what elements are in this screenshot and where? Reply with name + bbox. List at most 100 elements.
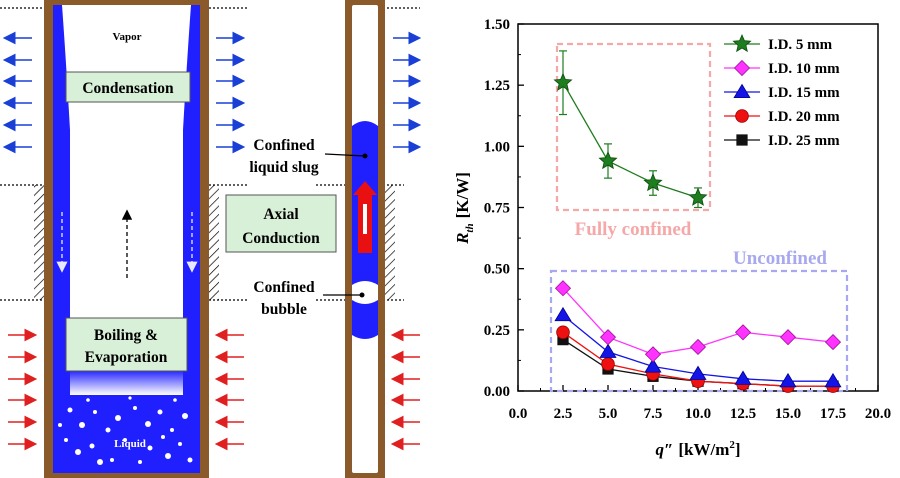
y-tick-label: 1.50: [484, 17, 510, 33]
liquid-pool: [53, 395, 200, 473]
insulation-right: [209, 185, 219, 300]
legend-marker: [733, 59, 751, 77]
x-tick-label: 20.0: [865, 406, 891, 422]
legend-marker: [735, 109, 749, 123]
data-point: [644, 346, 662, 363]
bubble: [173, 398, 177, 402]
fully-confined-label: Fully confined: [575, 219, 692, 240]
data-point: [779, 329, 797, 346]
axis-ticks: 0.0 2.5 5.0 7.5 10.0 12.5 15.0 17.5 20.0 0.00 0.25…: [484, 17, 891, 422]
legend-label: I.D. 10 mm: [768, 61, 840, 77]
liquid-vapor-gradient: [70, 370, 183, 395]
bubble-label-line1: Confined: [253, 279, 315, 296]
liquid-label: Liquid: [114, 438, 146, 450]
panel-middle-tube: Confined liquid slug Axial Conduction Co…: [225, 0, 422, 478]
series-circle: [556, 325, 840, 393]
boiling-box: [65, 317, 188, 372]
slug-label-line1: Confined: [253, 137, 315, 154]
unconfined-label: Unconfined: [733, 248, 827, 269]
bubble: [133, 406, 137, 410]
bubble-label-line2: bubble: [261, 301, 307, 318]
data-point: [554, 306, 572, 322]
x-tick-label: 7.5: [644, 406, 663, 422]
y-tick-label: 0.25: [484, 323, 510, 339]
legend-marker: [736, 134, 748, 146]
bubble: [97, 459, 103, 465]
fully-confined-region: [555, 42, 712, 212]
data-point: [554, 280, 572, 297]
legend-marker: [732, 33, 752, 53]
insulation-right-mid: [385, 185, 395, 300]
bubble: [170, 428, 174, 432]
heat-flux-arrows-middle: [390, 31, 422, 451]
slug-leader-line: [324, 153, 366, 157]
data-point: [599, 329, 617, 346]
data-point: [779, 372, 797, 388]
y-tick-label: 1.25: [484, 78, 510, 94]
data-point: [688, 187, 708, 206]
x-tick-label: 17.5: [820, 406, 846, 422]
bubble: [123, 438, 127, 442]
bubble: [67, 407, 73, 413]
liquid-slug-lower: [352, 300, 378, 339]
x-tick-label: 0.0: [509, 406, 528, 422]
unconfined-region: [549, 269, 849, 393]
bubble: [58, 423, 62, 427]
data-point: [644, 358, 662, 373]
data-point: [557, 333, 569, 346]
bubble: [110, 458, 114, 462]
legend-label: I.D. 5 mm: [768, 37, 833, 53]
x-tick-label: 5.0: [599, 406, 618, 422]
x-tick-label: 15.0: [775, 406, 801, 422]
axial-label-line2: Conduction: [242, 230, 320, 247]
bubble: [79, 422, 85, 428]
data-point: [689, 365, 707, 380]
data-point: [601, 357, 615, 371]
legend-label: I.D. 25 mm: [768, 133, 840, 149]
data-point: [598, 150, 618, 170]
series-diamond: [554, 280, 842, 363]
bubble: [128, 396, 132, 400]
bubble: [105, 427, 111, 433]
vapor-label: Vapor: [113, 31, 142, 43]
condensation-label: Condensation: [82, 80, 174, 97]
x-tick-label: 12.5: [730, 406, 756, 422]
data-point: [643, 172, 663, 192]
series-star: [553, 50, 708, 209]
bubble: [187, 457, 193, 463]
y-axis-label: Rth[K/W]: [453, 172, 476, 245]
bubble: [138, 460, 142, 464]
x-tick-label: 2.5: [554, 406, 573, 422]
bubble: [89, 443, 95, 449]
bubble: [178, 442, 182, 446]
data-point: [824, 372, 842, 388]
x-axis-label: q″ [kW/m2]: [655, 439, 740, 459]
y-tick-label: 0.75: [484, 201, 510, 217]
bubble: [145, 421, 151, 427]
panel-left-tube: Vapor Condensation Boiling & Evaporation…: [0, 0, 248, 478]
bubble: [93, 410, 97, 414]
thermal-resistance-chart: 0.0 2.5 5.0 7.5 10.0 12.5 15.0 17.5 20.0 0.00 0.25…: [453, 17, 891, 459]
legend: I.D. 5 mm I.D. 10 mm I.D. 15 mm I.D. 20 mm I…: [724, 33, 840, 149]
boiling-label-line1: Boiling &: [94, 327, 158, 344]
boiling-label-line2: Evaporation: [85, 349, 168, 366]
condensation-box: [65, 71, 191, 103]
bubble: [147, 445, 153, 451]
axial-label-line1: Axial: [263, 206, 299, 223]
axial-conduction-box: [225, 194, 337, 253]
region-annotations: Fully confined Unconfined: [549, 42, 849, 393]
y-tick-label: 1.00: [484, 139, 510, 155]
legend-marker: [733, 83, 751, 99]
series-triangle: [554, 306, 842, 388]
data-point: [689, 338, 707, 356]
y-tick-label: 0.00: [484, 384, 510, 400]
bubble: [182, 413, 188, 419]
data-point: [599, 343, 617, 358]
bubble: [161, 435, 165, 439]
bubble: [64, 438, 68, 442]
data-point: [824, 334, 842, 351]
data-point: [734, 324, 752, 341]
series-line: [562, 82, 699, 199]
bubble: [115, 415, 121, 421]
data-point: [556, 325, 570, 340]
